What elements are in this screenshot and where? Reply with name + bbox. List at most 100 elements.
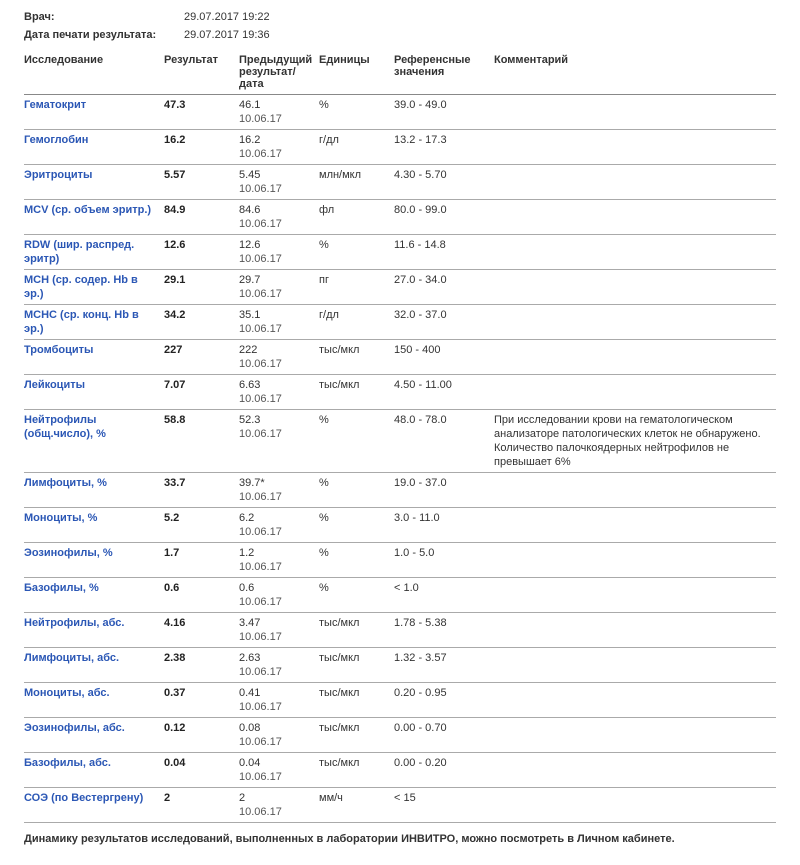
cell-comment xyxy=(494,508,776,543)
cell-test-name: Эозинофилы, абс. xyxy=(24,718,164,753)
table-row: Моноциты, абс.0.370.4110.06.17тыс/мкл0.2… xyxy=(24,683,776,718)
cell-comment xyxy=(494,753,776,788)
cell-prev: 29.710.06.17 xyxy=(239,270,319,305)
cell-ref: 0.00 - 0.20 xyxy=(394,753,494,788)
test-name-link[interactable]: Лимфоциты, % xyxy=(24,477,107,489)
test-name-link[interactable]: Лейкоциты xyxy=(24,379,85,391)
cell-ref: 150 - 400 xyxy=(394,340,494,375)
cell-prev: 35.110.06.17 xyxy=(239,305,319,340)
test-name-link[interactable]: Эозинофилы, абс. xyxy=(24,722,125,734)
cell-test-name: Гемоглобин xyxy=(24,130,164,165)
cell-prev: 39.7*10.06.17 xyxy=(239,473,319,508)
cell-unit: тыс/мкл xyxy=(319,683,394,718)
table-row: СОЭ (по Вестергрену)2210.06.17мм/ч< 15 xyxy=(24,788,776,823)
doctor-row: Врач: 29.07.2017 19:22 xyxy=(24,8,776,26)
cell-unit: % xyxy=(319,95,394,130)
cell-prev: 84.610.06.17 xyxy=(239,200,319,235)
test-name-link[interactable]: МСНС (ср. конц. Hb в эр.) xyxy=(24,309,139,335)
cell-ref: 4.50 - 11.00 xyxy=(394,375,494,410)
test-name-link[interactable]: Нейтрофилы (общ.число), % xyxy=(24,414,106,440)
cell-test-name: Моноциты, абс. xyxy=(24,683,164,718)
cell-result: 0.04 xyxy=(164,753,239,788)
cell-test-name: Базофилы, абс. xyxy=(24,753,164,788)
table-row: Нейтрофилы (общ.число), %58.852.310.06.1… xyxy=(24,410,776,473)
table-row: МСНС (ср. конц. Hb в эр.)34.235.110.06.1… xyxy=(24,305,776,340)
table-row: Эозинофилы, %1.71.210.06.17%1.0 - 5.0 xyxy=(24,543,776,578)
cell-result: 29.1 xyxy=(164,270,239,305)
cell-comment xyxy=(494,788,776,823)
table-row: Базофилы, %0.60.610.06.17%< 1.0 xyxy=(24,578,776,613)
table-row: Гемоглобин16.216.210.06.17г/дл13.2 - 17.… xyxy=(24,130,776,165)
cell-ref: 27.0 - 34.0 xyxy=(394,270,494,305)
test-name-link[interactable]: RDW (шир. распред. эритр) xyxy=(24,239,134,265)
cell-comment xyxy=(494,200,776,235)
cell-prev: 3.4710.06.17 xyxy=(239,613,319,648)
cell-test-name: Эритроциты xyxy=(24,165,164,200)
test-name-link[interactable]: Моноциты, абс. xyxy=(24,687,110,699)
col-result: Результат xyxy=(164,50,239,95)
test-name-link[interactable]: Тромбоциты xyxy=(24,344,93,356)
cell-test-name: Гематокрит xyxy=(24,95,164,130)
test-name-link[interactable]: Эритроциты xyxy=(24,169,92,181)
cell-ref: < 1.0 xyxy=(394,578,494,613)
test-name-link[interactable]: Гематокрит xyxy=(24,99,86,111)
cell-ref: 39.0 - 49.0 xyxy=(394,95,494,130)
test-name-link[interactable]: Гемоглобин xyxy=(24,134,88,146)
cell-unit: % xyxy=(319,410,394,473)
table-row: Лимфоциты, абс.2.382.6310.06.17тыс/мкл1.… xyxy=(24,648,776,683)
cell-prev: 12.610.06.17 xyxy=(239,235,319,270)
cell-result: 12.6 xyxy=(164,235,239,270)
cell-test-name: MCV (ср. объем эритр.) xyxy=(24,200,164,235)
cell-prev: 5.4510.06.17 xyxy=(239,165,319,200)
table-row: Тромбоциты22722210.06.17тыс/мкл150 - 400 xyxy=(24,340,776,375)
cell-test-name: Нейтрофилы (общ.число), % xyxy=(24,410,164,473)
test-name-link[interactable]: Базофилы, абс. xyxy=(24,757,111,769)
cell-ref: 80.0 - 99.0 xyxy=(394,200,494,235)
cell-ref: 4.30 - 5.70 xyxy=(394,165,494,200)
test-name-link[interactable]: Эозинофилы, % xyxy=(24,547,113,559)
cell-unit: г/дл xyxy=(319,305,394,340)
col-comment: Комментарий xyxy=(494,50,776,95)
cell-test-name: MCH (ср. содер. Hb в эр.) xyxy=(24,270,164,305)
cell-result: 227 xyxy=(164,340,239,375)
test-name-link[interactable]: Базофилы, % xyxy=(24,582,99,594)
cell-ref: 3.0 - 11.0 xyxy=(394,508,494,543)
cell-prev: 6.6310.06.17 xyxy=(239,375,319,410)
doctor-date: 29.07.2017 19:22 xyxy=(184,8,270,26)
cell-result: 5.57 xyxy=(164,165,239,200)
cell-ref: 13.2 - 17.3 xyxy=(394,130,494,165)
cell-comment xyxy=(494,340,776,375)
print-row: Дата печати результата: 29.07.2017 19:36 xyxy=(24,26,776,44)
cell-test-name: Лимфоциты, абс. xyxy=(24,648,164,683)
cell-test-name: Моноциты, % xyxy=(24,508,164,543)
cell-prev: 6.210.06.17 xyxy=(239,508,319,543)
cell-test-name: Лимфоциты, % xyxy=(24,473,164,508)
cell-comment xyxy=(494,648,776,683)
footer-note: Динамику результатов исследований, выпол… xyxy=(24,833,776,845)
test-name-link[interactable]: СОЭ (по Вестергрену) xyxy=(24,792,143,804)
cell-result: 5.2 xyxy=(164,508,239,543)
cell-comment xyxy=(494,683,776,718)
cell-test-name: Лейкоциты xyxy=(24,375,164,410)
cell-prev: 52.310.06.17 xyxy=(239,410,319,473)
test-name-link[interactable]: MCH (ср. содер. Hb в эр.) xyxy=(24,274,138,300)
test-name-link[interactable]: Моноциты, % xyxy=(24,512,97,524)
cell-ref: 0.00 - 0.70 xyxy=(394,718,494,753)
cell-prev: 210.06.17 xyxy=(239,788,319,823)
test-name-link[interactable]: MCV (ср. объем эритр.) xyxy=(24,204,151,216)
cell-ref: 48.0 - 78.0 xyxy=(394,410,494,473)
table-row: Моноциты, %5.26.210.06.17%3.0 - 11.0 xyxy=(24,508,776,543)
cell-unit: пг xyxy=(319,270,394,305)
cell-comment xyxy=(494,543,776,578)
cell-prev: 0.4110.06.17 xyxy=(239,683,319,718)
test-name-link[interactable]: Лимфоциты, абс. xyxy=(24,652,119,664)
cell-unit: тыс/мкл xyxy=(319,753,394,788)
table-row: Нейтрофилы, абс.4.163.4710.06.17тыс/мкл1… xyxy=(24,613,776,648)
cell-result: 33.7 xyxy=(164,473,239,508)
report-header: Врач: 29.07.2017 19:22 Дата печати резул… xyxy=(24,8,776,44)
cell-test-name: МСНС (ср. конц. Hb в эр.) xyxy=(24,305,164,340)
cell-prev: 16.210.06.17 xyxy=(239,130,319,165)
cell-unit: тыс/мкл xyxy=(319,613,394,648)
cell-ref: 32.0 - 37.0 xyxy=(394,305,494,340)
test-name-link[interactable]: Нейтрофилы, абс. xyxy=(24,617,124,629)
